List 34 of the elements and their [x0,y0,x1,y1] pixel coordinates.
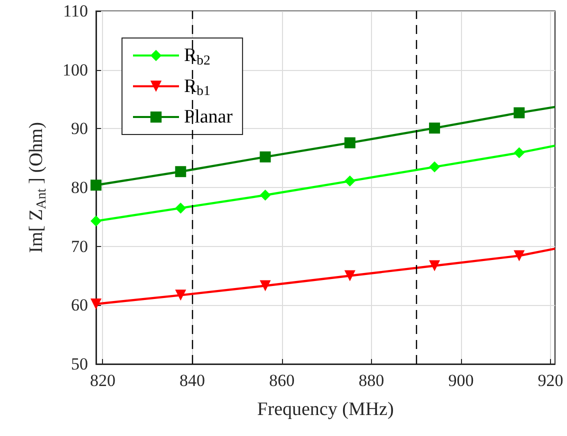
point [90,180,102,191]
y-tick-label: 70 [71,236,88,256]
y-tick-label: 80 [71,178,88,197]
x-tick-label: 860 [269,371,295,390]
point [90,298,102,310]
legend-label: Planar [184,106,234,128]
point [175,290,186,301]
point [429,161,440,172]
y-tick-label: 60 [71,296,88,315]
x-tick-label: 820 [90,371,116,390]
point [344,270,356,282]
point [260,190,271,201]
point [514,250,525,262]
x-tick-label: 880 [358,371,384,390]
y-axis-title: Im[ ZAnt ] (Ohm) [26,122,48,253]
x-axis-title: Frequency (MHz) [257,399,394,420]
x-tick-label: 920 [538,371,564,390]
point [429,122,440,134]
point [260,151,271,162]
point [514,147,525,158]
y-tick-label: 90 [71,119,88,138]
y-tick-label: 100 [62,60,88,80]
point [260,280,271,292]
y-tick-label: 110 [63,2,88,20]
point [90,216,102,227]
point [175,166,186,178]
point [344,137,356,148]
point [344,176,356,187]
point [429,260,440,272]
y-tick-label: 50 [71,354,88,374]
point [175,202,186,214]
x-tick-label: 900 [448,371,474,390]
point [514,107,525,118]
x-tick-label: 840 [180,371,206,390]
